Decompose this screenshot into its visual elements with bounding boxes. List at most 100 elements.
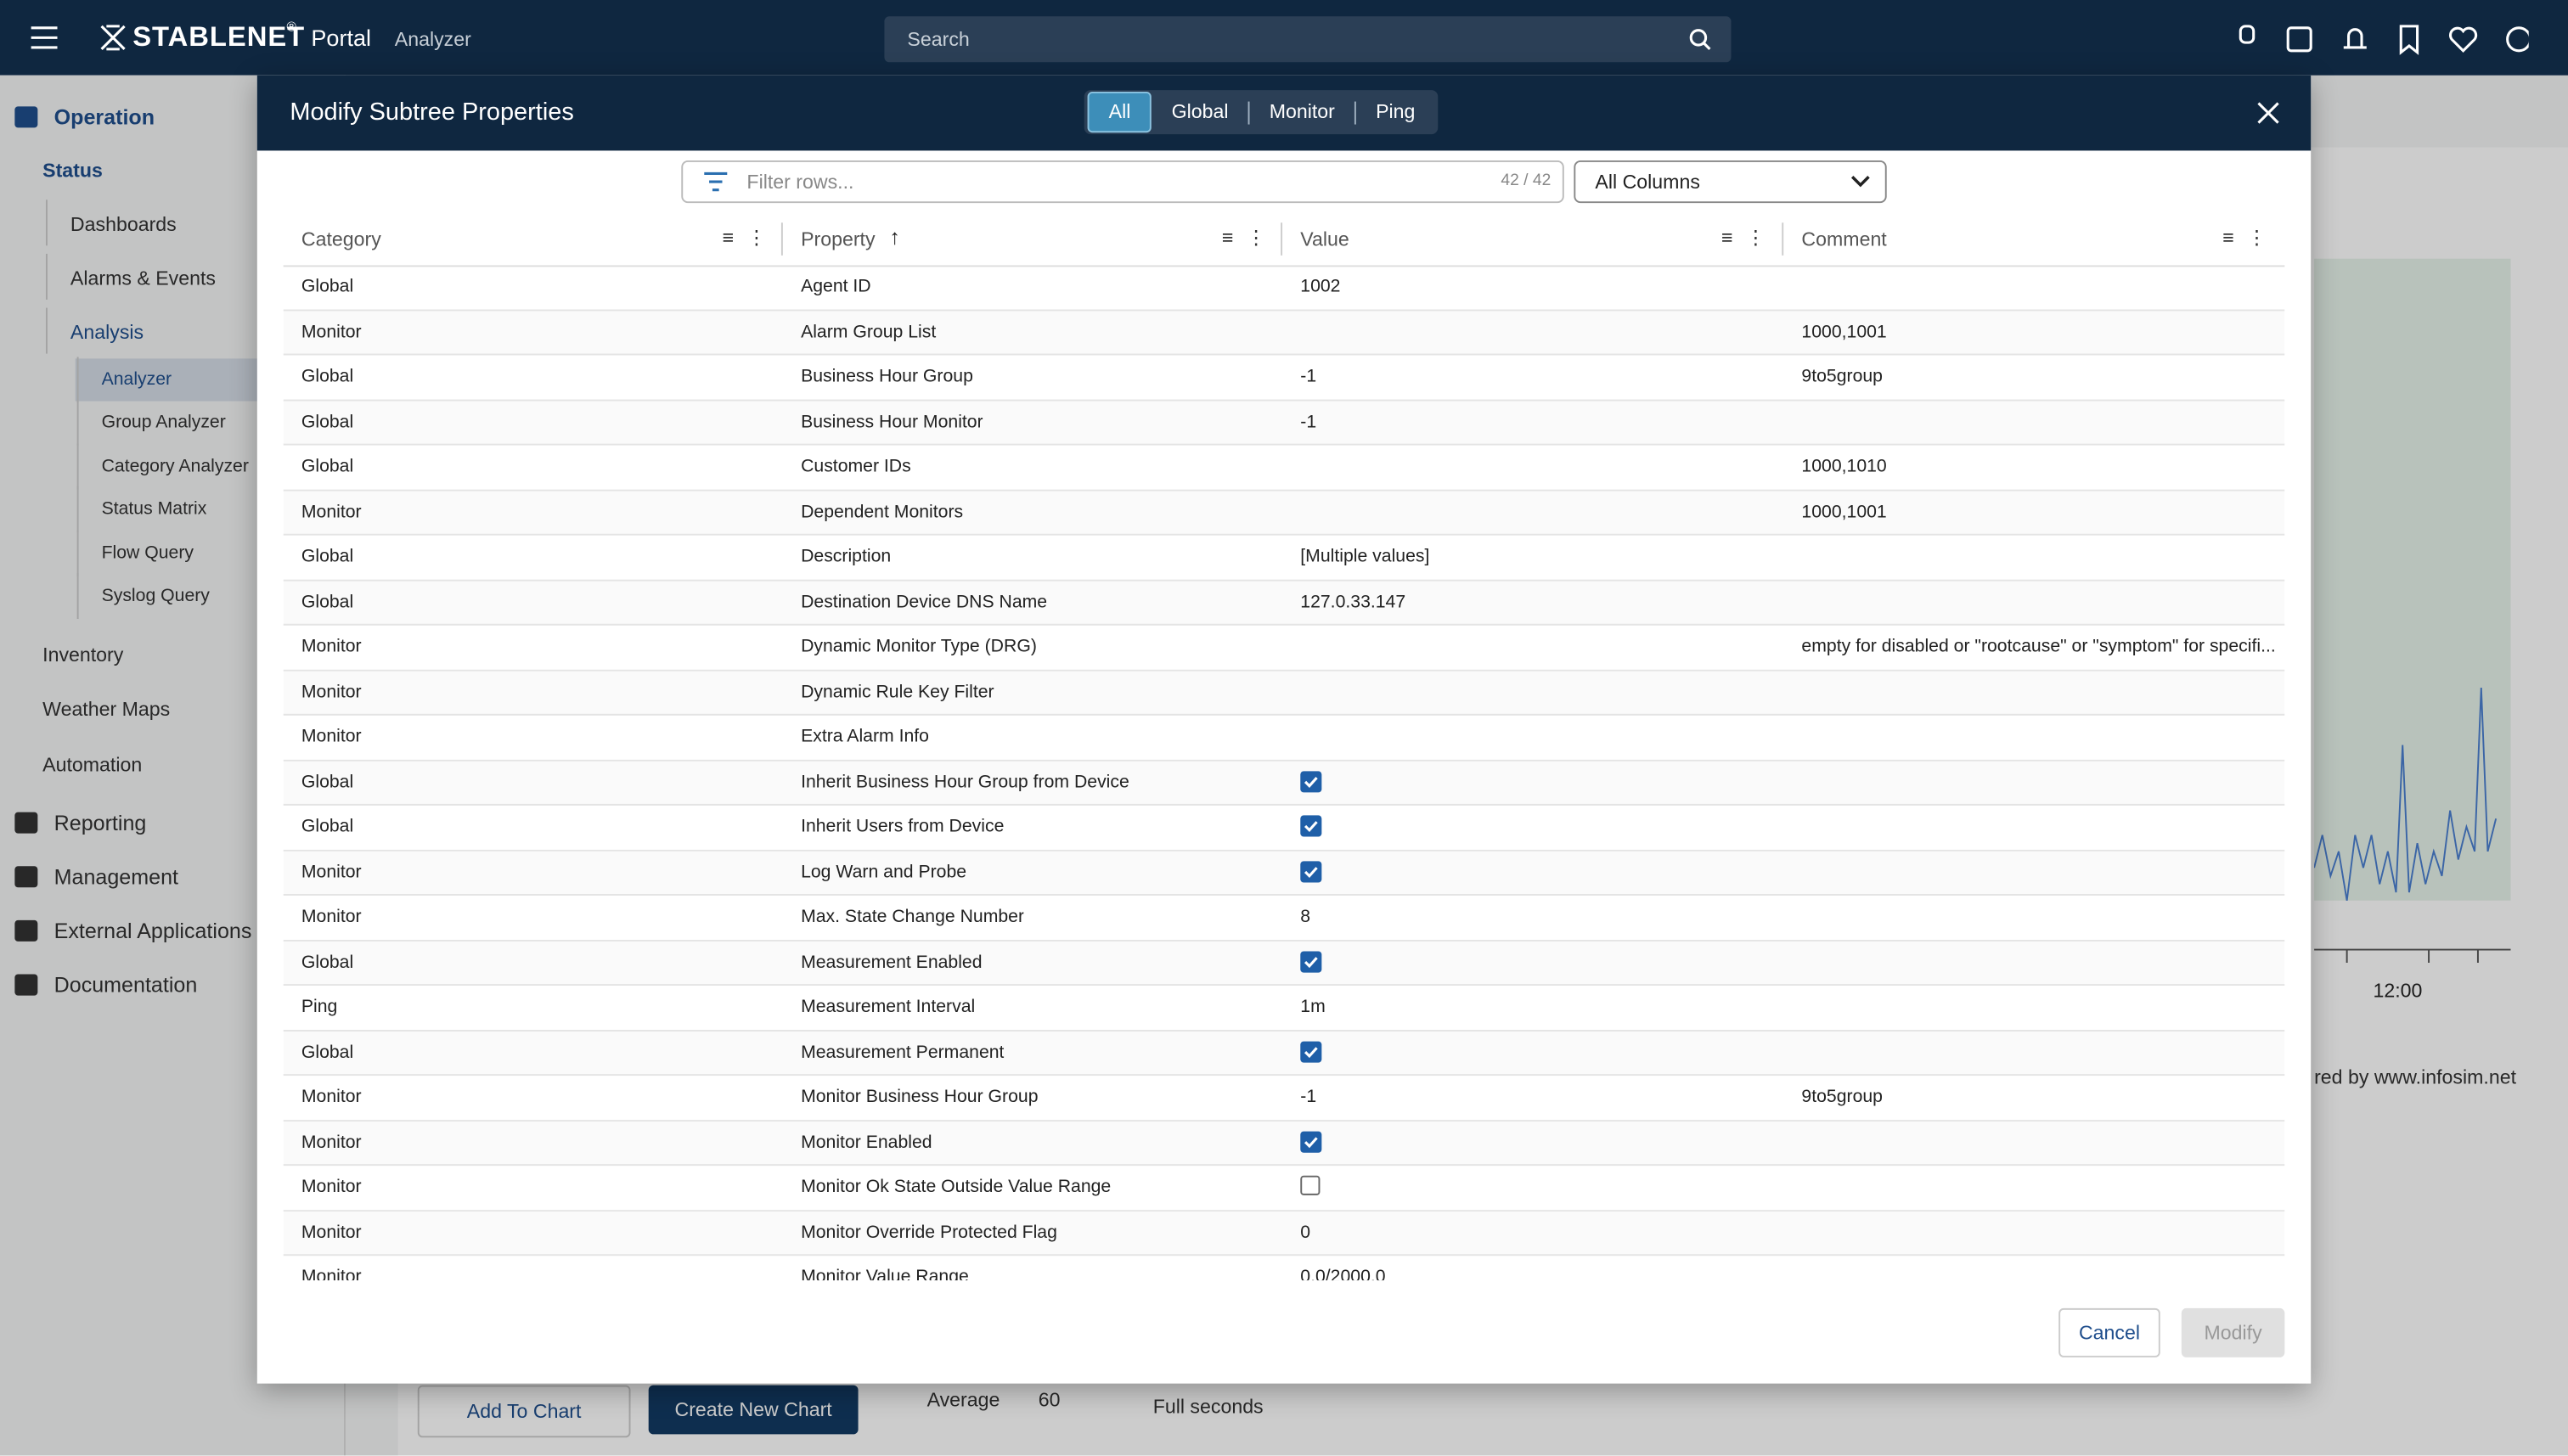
table-row[interactable]: Global Measurement Permanent [283, 1031, 2285, 1077]
tab[interactable]: Ping [1376, 99, 1416, 123]
table-row[interactable]: Monitor Dynamic Rule Key Filter [283, 670, 2285, 716]
column-menu[interactable]: ≡⋮ [722, 226, 780, 250]
table-row[interactable]: Ping Measurement Interval 1m [283, 986, 2285, 1032]
nav-icon [14, 974, 38, 996]
table-row[interactable]: Global Description [Multiple values] [283, 536, 2285, 581]
nav-item[interactable]: Documentation [54, 972, 198, 998]
table-row[interactable]: Global Destination Device DNS Name 127.0.3… [283, 580, 2285, 626]
table-row[interactable]: Monitor Alarm Group List 1000,1001 [283, 310, 2285, 356]
nav-item[interactable]: Automation [42, 753, 143, 777]
nav-item[interactable]: Group Analyzer [101, 412, 226, 433]
portal: Portal [311, 24, 371, 51]
column-select[interactable]: All Columns [1574, 160, 1887, 204]
cell: Inherit Business Hour Group from Device [801, 772, 1129, 792]
chart-area [2314, 258, 2511, 963]
nav-indent [76, 486, 79, 532]
checkbox[interactable] [1300, 815, 1322, 837]
table-row[interactable]: Global Measurement Enabled [283, 940, 2285, 986]
nav-indent [45, 307, 48, 354]
checkbox[interactable] [1300, 950, 1322, 972]
checkbox[interactable] [1300, 1130, 1322, 1152]
column-menu[interactable]: ≡⋮ [1221, 226, 1280, 250]
column-header[interactable]: Category [301, 228, 381, 251]
table-row[interactable]: Global Business Hour Group -1 9to5group [283, 355, 2285, 401]
cell: Monitor Enabled [801, 1132, 932, 1152]
modal: Modify Subtree Properties All Global Monit… [256, 75, 2312, 1384]
nav-item[interactable]: Inventory [42, 643, 124, 666]
nav-indent [45, 253, 48, 300]
cell: Monitor [301, 1087, 362, 1107]
table-row[interactable]: Monitor Max. State Change Number 8 [283, 896, 2285, 941]
cell: 0.0/2000.0 [1300, 1267, 1386, 1281]
cancel-button[interactable]: Cancel [2058, 1307, 2160, 1358]
nav-item[interactable]: Weather Maps [42, 697, 171, 721]
checkbox[interactable] [1300, 1040, 1322, 1062]
tab[interactable]: Global [1171, 99, 1229, 123]
nav-item[interactable]: External Applications [54, 918, 252, 943]
table-row[interactable]: Monitor Monitor Business Hour Group -1 9to5… [283, 1076, 2285, 1122]
column-header[interactable]: Property [801, 228, 876, 251]
table-row[interactable]: Monitor Extra Alarm Info [283, 716, 2285, 761]
table-row[interactable]: Monitor Monitor Ok State Outside Value Ra… [283, 1166, 2285, 1211]
table-row[interactable]: Global Business Hour Monitor -1 [283, 400, 2285, 446]
column-menu[interactable]: ≡⋮ [1720, 226, 1779, 250]
cell: Destination Device DNS Name [801, 592, 1048, 612]
cell: Global [301, 412, 354, 432]
nav-item[interactable]: Reporting [54, 810, 147, 835]
nav-item[interactable]: Category Analyzer [101, 457, 249, 477]
tab-divider [1354, 100, 1356, 124]
nav-item[interactable]: Operation [54, 104, 155, 130]
checkbox[interactable] [1300, 770, 1322, 792]
cell: Monitor [301, 1222, 362, 1242]
cell: Global [301, 457, 354, 477]
tab[interactable]: Monitor [1269, 99, 1335, 123]
table-row[interactable]: Global Inherit Users from Device [283, 806, 2285, 851]
nav-item[interactable]: Dashboards [70, 212, 177, 236]
registered: ® [286, 20, 296, 35]
nav-item[interactable]: Analyzer [101, 369, 172, 390]
table-row[interactable]: Global Customer IDs 1000,1010 [283, 446, 2285, 491]
filter-input[interactable]: Filter rows... 42 / 42 [681, 160, 1564, 204]
nav-item[interactable]: Analysis [70, 320, 144, 344]
tab[interactable]: All [1087, 91, 1152, 133]
table-row[interactable]: Monitor Log Warn and Probe [283, 850, 2285, 896]
nav-item[interactable]: Syslog Query [101, 586, 210, 606]
modal-title: Modify Subtree Properties [290, 98, 574, 126]
modal-header: Modify Subtree Properties All Global Monit… [256, 75, 2312, 151]
table-row[interactable]: Monitor Dependent Monitors 1000,1001 [283, 490, 2285, 536]
add-to-chart-button[interactable]: Add To Chart [417, 1385, 631, 1438]
create-chart-button[interactable]: Create New Chart [648, 1385, 859, 1435]
column-menu[interactable]: ≡⋮ [2222, 226, 2280, 250]
column-header[interactable]: Value [1300, 228, 1349, 251]
checkbox[interactable] [1300, 1175, 1321, 1195]
table-row[interactable]: Global Agent ID 1002 [283, 265, 2285, 311]
nav-item[interactable]: Status [42, 159, 103, 183]
table-row[interactable]: Monitor Monitor Enabled [283, 1121, 2285, 1166]
cell: Monitor Business Hour Group [801, 1087, 1039, 1107]
unit-value[interactable]: Full seconds [1152, 1395, 1264, 1419]
sort-arrow[interactable]: ↑ [889, 224, 900, 250]
table-row[interactable]: Global Inherit Business Hour Group from D… [283, 760, 2285, 806]
checkbox[interactable] [1300, 860, 1322, 882]
table-row[interactable]: Monitor Monitor Override Protected Flag 0 [283, 1211, 2285, 1256]
cell: Global [301, 817, 354, 837]
cell: 9to5group [1801, 366, 1883, 387]
header-icons[interactable] [2234, 23, 2529, 56]
close-button[interactable] [2257, 102, 2280, 125]
menu-button[interactable] [30, 25, 59, 51]
cell: Agent ID [801, 276, 871, 297]
nav-item[interactable]: Status Matrix [101, 499, 207, 520]
search-placeholder: Search [907, 27, 970, 51]
check [1304, 866, 1318, 878]
modify-button[interactable]: Modify [2181, 1307, 2285, 1358]
cell: Monitor [301, 727, 362, 747]
search-box[interactable]: Search [884, 16, 1732, 63]
average-value[interactable]: 60 [1038, 1388, 1061, 1412]
cell: 1000,1001 [1801, 321, 1887, 342]
nav-item[interactable]: Flow Query [101, 543, 194, 564]
nav-item[interactable]: Alarms & Events [70, 267, 216, 290]
table-row[interactable]: Monitor Monitor Value Range 0.0/2000.0 [284, 1256, 2285, 1280]
nav-item[interactable]: Management [54, 864, 179, 890]
table-row[interactable]: Monitor Dynamic Monitor Type (DRG) empty f… [283, 626, 2285, 671]
column-header[interactable]: Comment [1801, 228, 1887, 251]
